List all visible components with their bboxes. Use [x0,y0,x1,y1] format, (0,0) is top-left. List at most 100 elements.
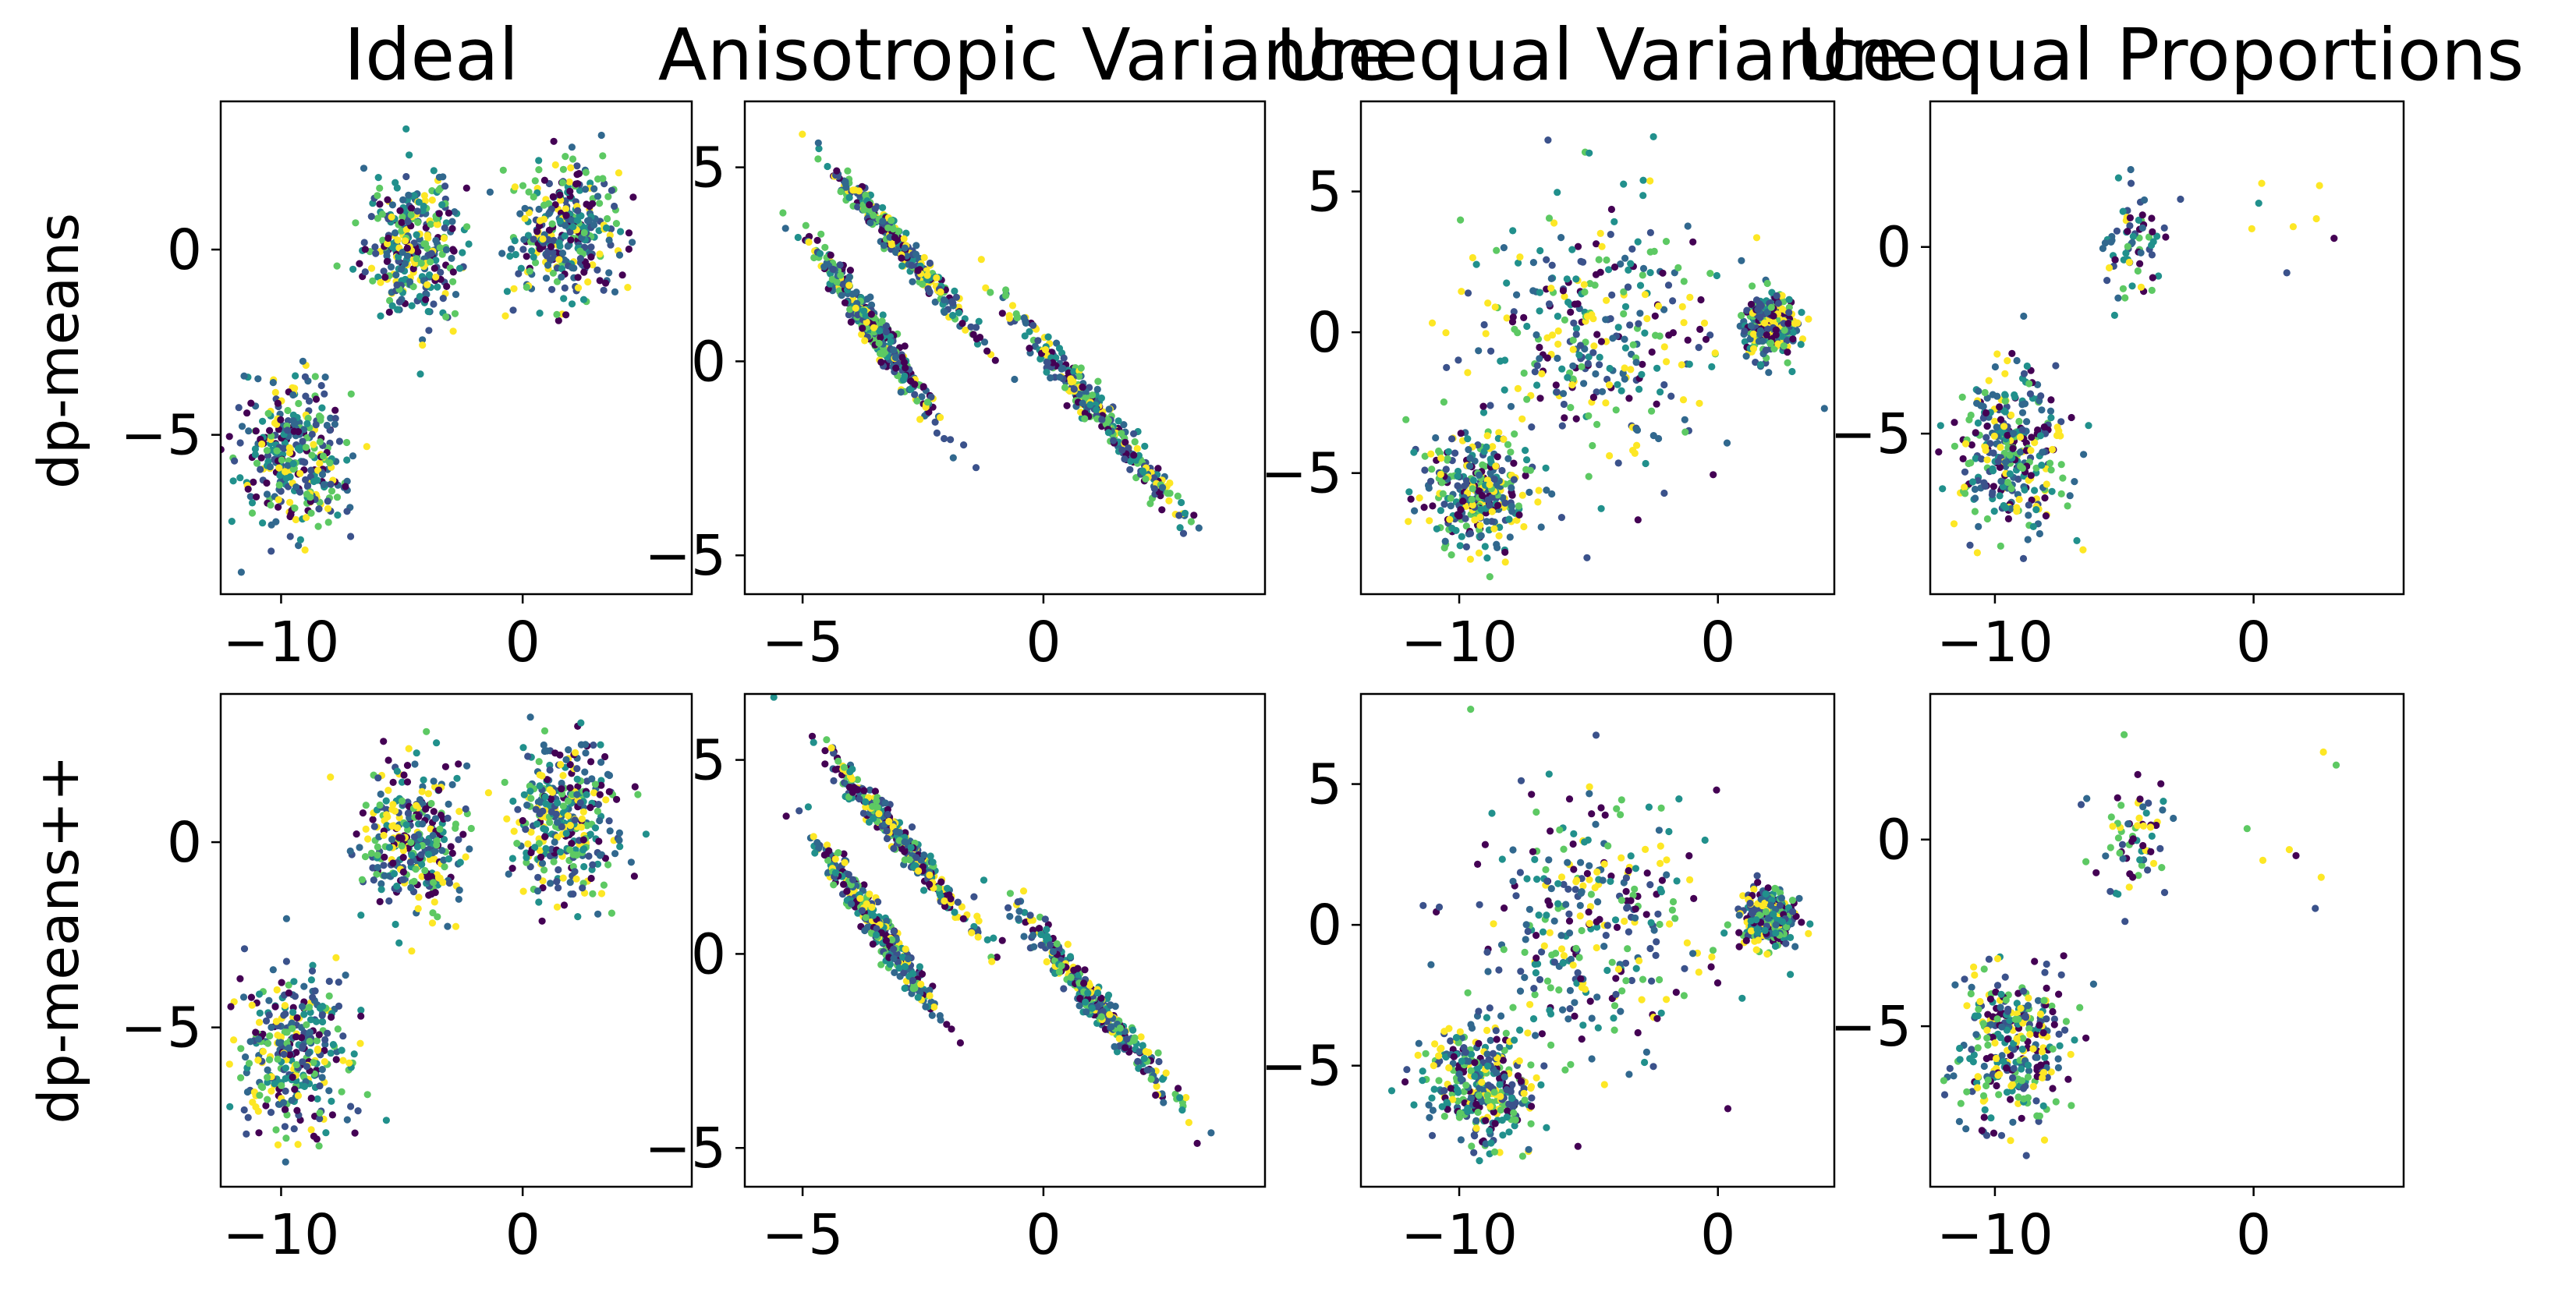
data-point [574,274,582,281]
data-point [1663,358,1671,366]
data-point [891,234,899,242]
data-point [1791,320,1798,327]
data-point [538,859,547,867]
data-point [439,295,447,303]
data-point [1939,485,1947,493]
data-point [840,763,849,771]
data-point [1617,260,1625,268]
data-point [1481,543,1489,550]
data-point [866,786,873,794]
data-point [525,188,533,196]
data-point [389,778,397,787]
data-point [343,1116,351,1124]
data-point [1166,479,1174,487]
data-point [1620,288,1628,296]
data-point [466,845,473,853]
data-point [1525,488,1533,497]
data-point [2029,522,2037,531]
data-point [326,459,334,467]
data-point [912,250,919,258]
data-point [568,840,576,848]
data-point [545,200,553,207]
data-point [318,1011,326,1019]
data-point [1510,308,1518,316]
data-point [2017,448,2025,456]
data-point [877,358,885,366]
data-point [1972,494,1979,502]
data-point [1784,349,1791,356]
data-point [567,236,575,244]
data-point [439,173,447,181]
data-point [1483,432,1491,440]
data-point [587,758,595,766]
data-point [926,880,934,888]
data-point [555,884,562,892]
data-point [510,827,518,835]
data-point [335,979,342,986]
data-point [403,762,412,770]
data-point [1621,364,1628,372]
data-point [927,393,935,401]
data-point [1179,529,1188,537]
data-point [1490,476,1498,483]
data-point [455,887,463,894]
data-point [307,1126,315,1134]
data-point [1968,441,1975,449]
data-point [882,322,890,330]
data-point [911,381,919,388]
data-point [1689,238,1697,246]
data-point [308,451,316,459]
data-point [338,1088,345,1096]
data-point [509,306,517,314]
data-point [590,789,598,797]
data-point [285,444,293,452]
data-point [1459,497,1467,505]
data-point [977,256,985,264]
data-point [898,254,905,262]
data-point [933,274,941,281]
data-point [352,219,360,227]
data-point [1558,365,1566,373]
data-point [1484,299,1492,307]
data-point [1536,246,1544,255]
data-point [399,213,406,221]
data-point [236,474,244,482]
data-point [565,746,572,754]
data-point [244,485,252,493]
data-point [558,179,567,186]
data-point [275,496,282,504]
data-point [530,235,537,243]
data-point [1983,423,1991,430]
data-point [549,269,558,277]
data-point [884,224,892,232]
data-point [1723,439,1731,447]
data-point [278,456,285,464]
data-point [506,252,514,260]
data-point [1991,363,1999,371]
data-point [526,713,534,721]
data-point [838,292,845,299]
data-point [422,805,430,813]
data-point [1501,558,1509,566]
data-point [1593,420,1601,429]
data-point [1427,477,1435,485]
data-point [2039,448,2046,456]
data-point [281,1123,289,1131]
data-point [2248,225,2255,232]
data-point [335,437,343,445]
data-point [1494,543,1501,552]
data-point [405,745,413,752]
data-point [926,986,934,994]
data-point [1935,448,1943,456]
data-point [430,777,438,785]
data-point [1614,324,1622,331]
data-point [319,1018,327,1026]
data-point [522,826,530,834]
data-point [1500,435,1508,443]
data-point [388,213,395,221]
data-point [1749,282,1756,290]
data-point [846,306,854,313]
data-point [2004,357,2011,365]
data-point [1504,441,1512,448]
data-point [271,388,279,396]
